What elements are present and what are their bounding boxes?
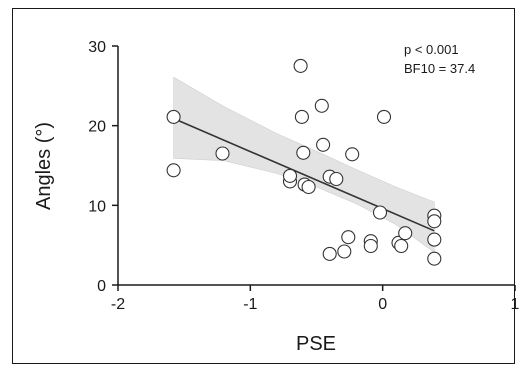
y-tick-label: 10 [88, 198, 106, 215]
annotation-p-value: p < 0.001 [404, 42, 459, 57]
data-point [345, 147, 360, 162]
y-tick-label: 0 [97, 278, 106, 295]
data-point [427, 251, 442, 266]
annotation-bayes-factor: BF10 = 37.4 [404, 61, 475, 76]
data-point [341, 230, 356, 245]
regression-line [173, 117, 435, 232]
x-tick-label: 1 [511, 296, 520, 313]
data-point [166, 163, 181, 178]
x-tick-label: 0 [378, 296, 387, 313]
data-point [337, 244, 352, 259]
y-tick-label: 20 [88, 119, 106, 136]
data-point [314, 98, 329, 113]
y-tick-label: 30 [88, 39, 106, 56]
data-point [394, 238, 409, 254]
data-point [329, 171, 344, 187]
data-point [301, 179, 316, 195]
x-tick-label: -1 [243, 296, 257, 313]
data-point [427, 214, 442, 229]
data-point [294, 109, 309, 124]
data-point [376, 109, 392, 124]
data-point [322, 246, 337, 261]
x-axis-title: PSE [296, 333, 336, 355]
data-point [293, 58, 308, 73]
data-point [363, 238, 378, 254]
data-point [166, 109, 181, 124]
data-point [282, 168, 298, 183]
confidence-band-layer [173, 76, 435, 253]
data-point [427, 232, 442, 247]
regression-line-layer [173, 117, 435, 232]
axes [112, 45, 516, 291]
data-point [215, 146, 230, 161]
chart-frame [12, 8, 515, 364]
data-points [166, 58, 442, 266]
data-point [372, 205, 388, 220]
x-tick-label: -2 [111, 296, 125, 313]
data-point [296, 145, 311, 160]
data-point [398, 226, 413, 241]
data-point [316, 137, 331, 152]
confidence-band [173, 76, 435, 253]
y-axis-title: Angles (°) [33, 122, 55, 210]
